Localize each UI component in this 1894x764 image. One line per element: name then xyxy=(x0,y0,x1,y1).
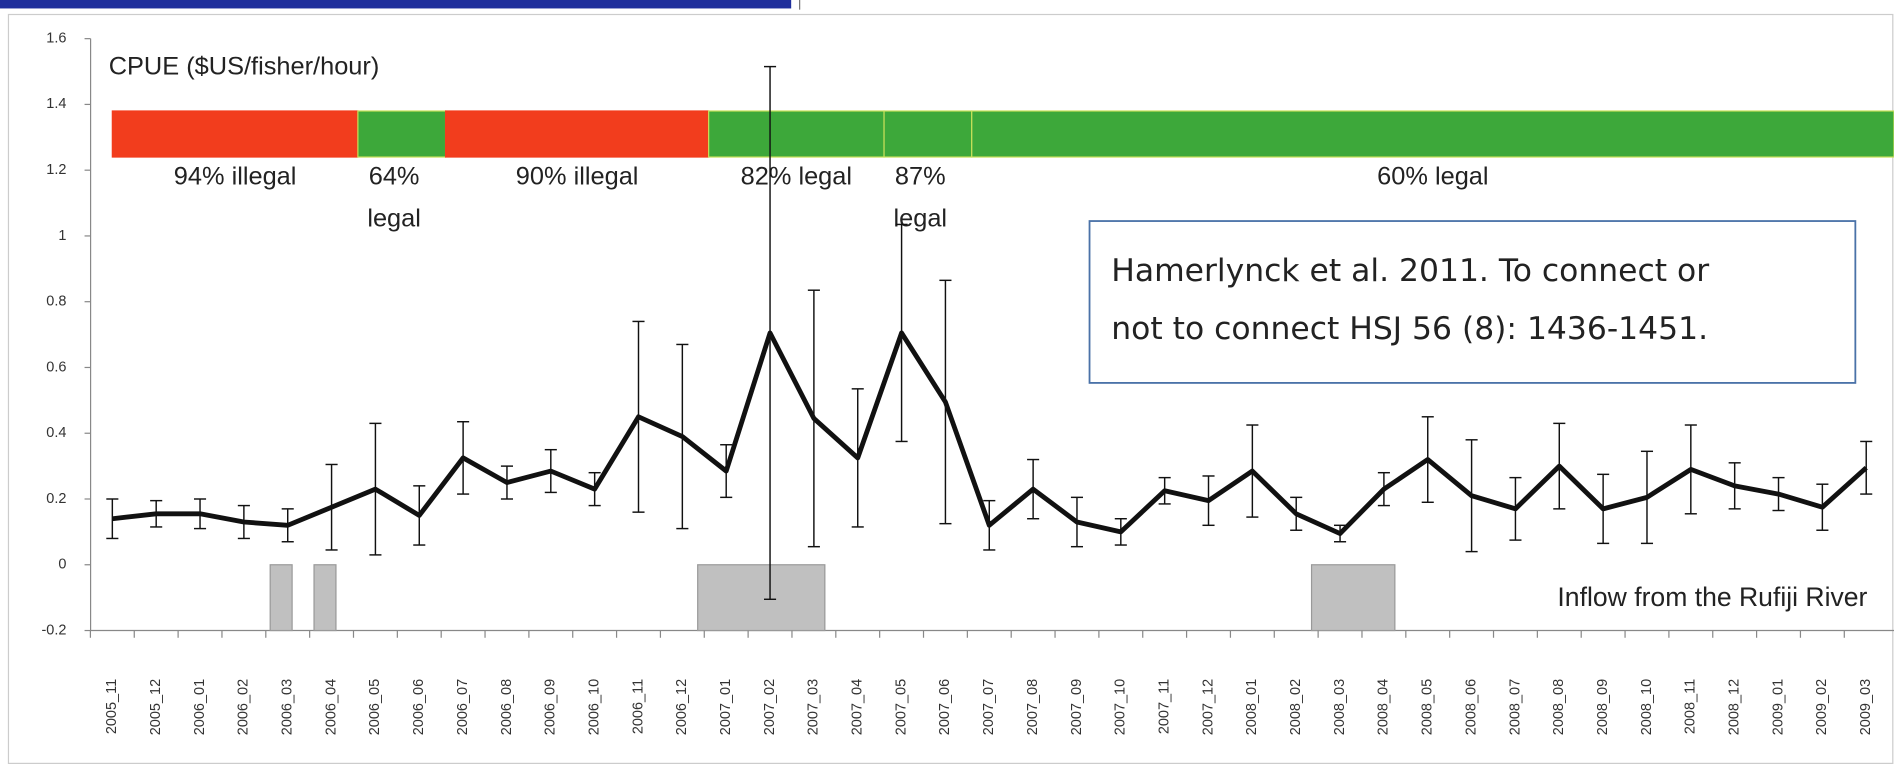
x-tick-label: 2007_09 xyxy=(1069,679,1085,735)
x-tick-label: 2006_07 xyxy=(455,679,471,735)
x-tick-label: 2007_03 xyxy=(806,679,822,735)
legality-segment xyxy=(111,110,359,158)
inflow-label: Inflow from the Rufiji River xyxy=(1557,582,1867,612)
x-tick-label: 2008_01 xyxy=(1244,679,1260,735)
x-tick-label: 2007_05 xyxy=(893,679,909,735)
x-tick-label: 2005_11 xyxy=(104,679,120,734)
x-tick-label: 2009_02 xyxy=(1814,679,1830,735)
cpue-line xyxy=(112,330,1868,536)
x-tick-label: 2008_02 xyxy=(1288,679,1304,735)
x-tick-label: 2007_06 xyxy=(937,679,953,735)
x-tick-label: 2007_02 xyxy=(762,679,778,735)
legality-label: 94% illegal xyxy=(174,162,297,190)
y-tick-label: 0.8 xyxy=(46,294,66,310)
x-tick-label: 2008_10 xyxy=(1639,679,1655,735)
x-tick-label: 2006_04 xyxy=(323,679,339,735)
annotation-text: not to connect HSJ 56 (8): 1436-1451. xyxy=(1111,311,1708,347)
x-tick-label: 2007_04 xyxy=(850,679,866,735)
x-tick-label: 2008_03 xyxy=(1332,679,1348,735)
x-tick-label: 2006_10 xyxy=(586,679,602,735)
x-tick-label: 2006_05 xyxy=(367,679,383,735)
legality-label: legal xyxy=(367,205,421,233)
annotation-box xyxy=(1088,220,1857,384)
y-tick-label: 0.4 xyxy=(46,425,66,441)
inflow-box xyxy=(1310,564,1396,632)
x-tick-label: 2006_11 xyxy=(630,679,646,734)
x-tick-label: 2008_12 xyxy=(1727,679,1743,735)
x-tick-label: 2006_02 xyxy=(236,679,252,735)
legality-label: 64% xyxy=(369,162,420,190)
x-tick-label: 2006_09 xyxy=(543,679,559,735)
chart-border xyxy=(7,13,1894,764)
x-tick-label: 2006_08 xyxy=(499,679,515,735)
x-tick-label: 2008_09 xyxy=(1595,679,1611,735)
x-tick-label: 2007_11 xyxy=(1156,679,1172,734)
annotation-text: Hamerlynck et al. 2011. To connect or xyxy=(1111,253,1709,289)
legality-segment xyxy=(444,110,710,158)
legality-segment xyxy=(883,110,973,158)
x-tick-label: 2007_01 xyxy=(718,679,734,735)
legality-label: 87% xyxy=(895,162,946,190)
y-tick-label: 0.6 xyxy=(46,359,66,375)
header-bar xyxy=(0,0,792,9)
inflow-box xyxy=(269,564,293,632)
x-tick-label: 2006_01 xyxy=(192,679,208,735)
legality-segment xyxy=(971,110,1894,158)
x-tick-label: 2008_11 xyxy=(1683,679,1699,734)
y-tick-label: 0 xyxy=(58,557,66,573)
legality-segment xyxy=(357,110,447,158)
x-tick-label: 2008_07 xyxy=(1507,679,1523,735)
x-tick-label: 2009_03 xyxy=(1858,679,1874,735)
legality-label: 90% illegal xyxy=(516,162,639,190)
legality-segment xyxy=(708,110,885,158)
x-tick-label: 2005_12 xyxy=(148,679,164,735)
x-tick-label: 2007_07 xyxy=(981,679,997,735)
x-tick-label: 2009_01 xyxy=(1770,679,1786,735)
legality-label: 82% legal xyxy=(741,162,852,190)
y-tick-label: 1.2 xyxy=(46,162,66,178)
y-tick-label: 1 xyxy=(58,228,66,244)
legality-label: 60% legal xyxy=(1377,162,1488,190)
y-tick-label: 1.6 xyxy=(46,30,66,46)
legality-label: legal xyxy=(893,205,947,233)
inflow-box xyxy=(697,564,826,632)
inflow-box xyxy=(313,564,337,632)
x-tick-label: 2007_12 xyxy=(1200,679,1216,735)
y-tick-label: 0.2 xyxy=(46,491,66,507)
x-tick-label: 2008_08 xyxy=(1551,679,1567,735)
y-tick-label: 1.4 xyxy=(46,96,66,112)
x-tick-label: 2008_05 xyxy=(1420,679,1436,735)
y-tick-label: -0.2 xyxy=(41,622,66,638)
x-tick-label: 2008_04 xyxy=(1376,679,1392,735)
x-tick-label: 2006_06 xyxy=(411,679,427,735)
y-axis-label: CPUE ($US/fisher/hour) xyxy=(109,52,380,80)
x-tick-label: 2006_12 xyxy=(674,679,690,735)
x-tick-label: 2007_10 xyxy=(1113,679,1129,735)
x-tick-label: 2007_08 xyxy=(1025,679,1041,735)
x-tick-label: 2008_06 xyxy=(1463,679,1479,735)
x-tick-label: 2006_03 xyxy=(280,679,296,735)
